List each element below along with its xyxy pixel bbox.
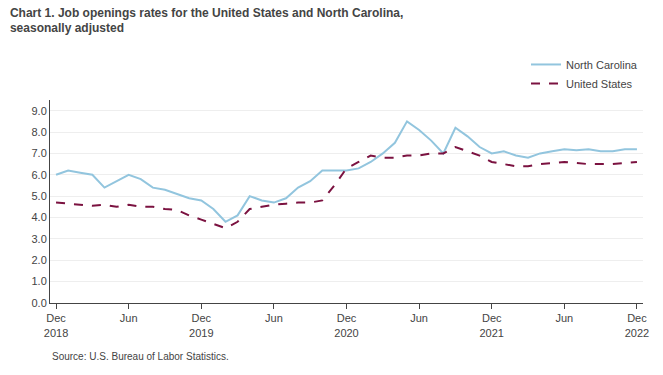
svg-text:1.0: 1.0 <box>32 275 47 287</box>
svg-text:0.0: 0.0 <box>32 297 47 309</box>
svg-text:Dec2019: Dec2019 <box>189 312 213 338</box>
svg-text:Jun: Jun <box>120 312 138 324</box>
svg-text:2.0: 2.0 <box>32 254 47 266</box>
svg-text:North Carolina: North Carolina <box>566 59 638 71</box>
svg-text:Dec2021: Dec2021 <box>479 312 503 338</box>
svg-text:7.0: 7.0 <box>32 147 47 159</box>
svg-text:Dec2020: Dec2020 <box>334 312 358 338</box>
svg-text:United States: United States <box>566 78 633 90</box>
svg-text:Dec2022: Dec2022 <box>625 312 649 338</box>
svg-text:Jun: Jun <box>410 312 428 324</box>
svg-text:6.0: 6.0 <box>32 169 47 181</box>
svg-text:Chart 1. Job openings rates fo: Chart 1. Job openings rates for the Unit… <box>10 6 403 36</box>
svg-text:Jun: Jun <box>555 312 573 324</box>
svg-text:Jun: Jun <box>265 312 283 324</box>
svg-text:9.0: 9.0 <box>32 105 47 117</box>
svg-text:8.0: 8.0 <box>32 126 47 138</box>
svg-text:3.0: 3.0 <box>32 233 47 245</box>
svg-text:5.0: 5.0 <box>32 190 47 202</box>
svg-text:Dec2018: Dec2018 <box>44 312 68 338</box>
svg-text:4.0: 4.0 <box>32 211 47 223</box>
svg-text:Source: U.S. Bureau of Labor S: Source: U.S. Bureau of Labor Statistics. <box>52 351 229 362</box>
